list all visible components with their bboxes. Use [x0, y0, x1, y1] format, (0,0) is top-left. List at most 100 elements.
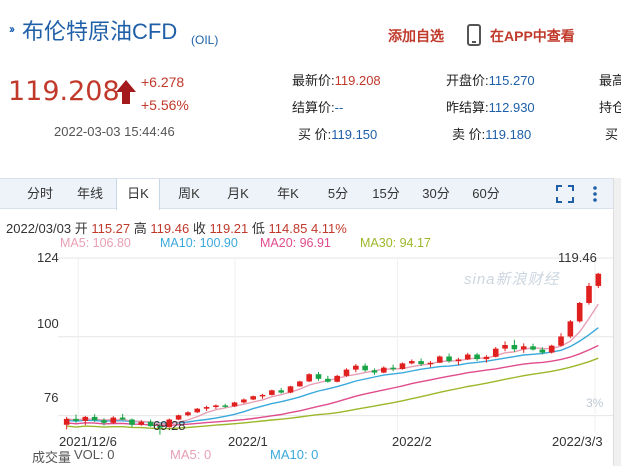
candle-body	[353, 365, 359, 370]
stat-latest: 最新价:119.208	[292, 70, 381, 89]
candle-body	[287, 386, 294, 393]
candle-body	[278, 390, 284, 393]
tab-nianxian[interactable]: 年线	[76, 186, 103, 201]
ma30-value: MA30: 94.17	[360, 236, 431, 250]
info-open-label: 开	[74, 221, 88, 236]
max-price-label: 119.46	[558, 250, 597, 265]
tab-5min[interactable]: 5分	[327, 186, 349, 201]
stat-buy-value: 119.150	[331, 127, 378, 142]
page-title: 布伦特原油CFD	[22, 19, 178, 44]
ma5-value: MA5: 106.80	[60, 236, 131, 250]
candle-body	[297, 381, 303, 387]
ohlc-info-line: 2022/03/03 开 115.27 高 119.46 收 119.21 低 …	[6, 218, 347, 237]
stat-sell: 卖 价:119.180	[452, 124, 531, 143]
ma10-line	[66, 327, 599, 424]
stat-settle: 结算价:--	[292, 97, 343, 116]
volume-value: VOL: 0	[74, 447, 115, 462]
candle-body	[530, 346, 536, 350]
candle-body	[119, 417, 126, 420]
tab-yearly-k[interactable]: 年K	[277, 186, 299, 201]
candle-body	[399, 363, 406, 369]
info-low: 114.85	[268, 221, 308, 236]
ma5-line	[66, 303, 599, 425]
candle-body	[241, 399, 247, 403]
tab-60min[interactable]: 60分	[472, 186, 500, 201]
candle-body	[73, 418, 79, 421]
candle-body	[418, 361, 424, 365]
candle-body	[381, 367, 387, 373]
x-tick-label: 2022/2	[392, 434, 432, 449]
sina-watermark: sina新浪财经	[464, 271, 560, 288]
stat-buy-vol: 买	[605, 124, 618, 143]
phone-icon	[467, 24, 481, 46]
candle-body	[483, 356, 490, 360]
price-change: +6.278	[141, 74, 185, 90]
candle-body	[502, 345, 508, 349]
min-price-label: 69.28	[153, 418, 186, 433]
info-open: 115.27	[91, 221, 131, 236]
candlestick-chart[interactable]	[0, 250, 613, 466]
page-scrollbar[interactable]	[613, 178, 621, 466]
view-in-app-button[interactable]: 在APP中查看	[490, 28, 575, 44]
tab-daily-k[interactable]: 日K	[116, 179, 160, 210]
info-date: 2022/03/03	[6, 221, 72, 236]
arrow-up-icon	[116, 80, 136, 104]
ma10-value: MA10: 100.90	[160, 236, 238, 250]
stat-settle-label: 结算价:	[292, 100, 335, 115]
candle-body	[576, 302, 583, 322]
candle-body	[166, 419, 173, 428]
candle-body	[82, 416, 89, 421]
stat-hold: 持仓	[599, 97, 621, 116]
stat-settle-value: --	[334, 100, 344, 115]
stat-prev-settle-value: 112.930	[488, 100, 535, 115]
right-percent-label: 3%	[586, 396, 604, 410]
info-low-label: 低	[251, 221, 265, 236]
candle-body	[390, 367, 396, 370]
candle-body	[371, 370, 378, 373]
x-tick-label: 2022/1	[228, 434, 268, 449]
info-close-label: 收	[192, 221, 206, 236]
candle-body	[315, 374, 322, 379]
chart-period-tabs: 分时 年线 日K 周K 月K 年K 5分 15分 30分 60分	[0, 178, 613, 210]
candle-body	[408, 361, 415, 364]
candle-body	[175, 415, 182, 420]
add-favorite-button[interactable]: 添加自选	[388, 28, 444, 44]
candle-body	[203, 407, 210, 409]
x-tick-label: 2022/3/3	[552, 434, 603, 449]
symbol-code: (OIL)	[191, 33, 219, 47]
tab-15min[interactable]: 15分	[372, 186, 400, 201]
y-tick-label: 100	[37, 316, 59, 331]
vol-ma5: MA5: 0	[170, 447, 212, 462]
candle-body	[436, 356, 443, 363]
stat-high: 最高	[599, 70, 621, 89]
x-tick-label: 2021/12/6	[59, 434, 117, 449]
tab-weekly-k[interactable]: 周K	[178, 186, 200, 201]
candle-body	[558, 336, 564, 346]
tab-monthly-k[interactable]: 月K	[227, 186, 249, 201]
candle-body	[455, 359, 462, 362]
candle-body	[306, 374, 312, 382]
quote-timestamp: 2022-03-03 15:44:46	[54, 124, 175, 139]
stat-buy-vol-label: 买	[605, 127, 619, 142]
stat-open-label: 开盘价:	[446, 73, 489, 88]
ma30-line	[66, 357, 599, 430]
candle-body	[567, 321, 574, 337]
candle-body	[91, 416, 98, 421]
candle-body	[464, 354, 471, 360]
info-close: 119.21	[209, 221, 249, 236]
price-change-percent: +5.56%	[141, 97, 189, 113]
candle-body	[586, 285, 592, 303]
tab-30min[interactable]: 30分	[422, 186, 450, 201]
tab-fenshi[interactable]: 分时	[26, 186, 53, 201]
fullscreen-icon[interactable]	[556, 185, 574, 203]
candle-body	[548, 345, 555, 353]
candle-body	[259, 394, 266, 397]
y-tick-label: 124	[37, 250, 59, 265]
stat-latest-label: 最新价:	[292, 73, 335, 88]
double-chevron-icon: ››	[9, 22, 15, 36]
candle-body	[325, 378, 331, 382]
more-options-icon[interactable]	[592, 185, 598, 203]
stat-prev-settle-label: 昨结算:	[446, 100, 489, 115]
stat-latest-value: 119.208	[334, 73, 381, 88]
candle-body	[343, 369, 350, 376]
